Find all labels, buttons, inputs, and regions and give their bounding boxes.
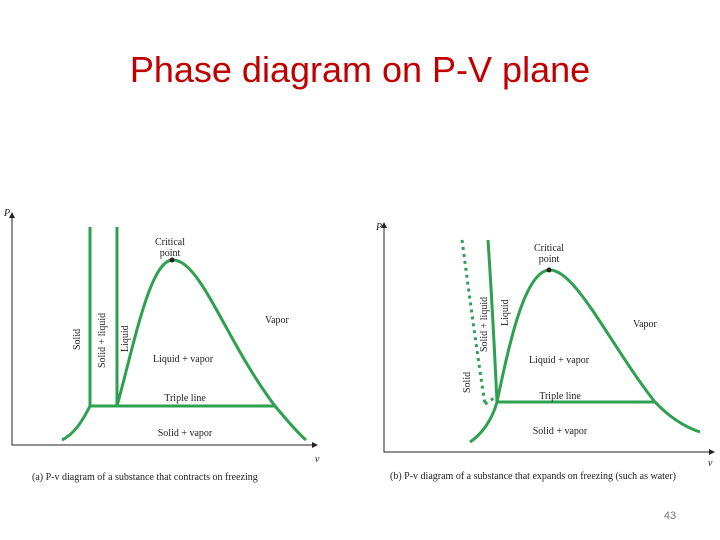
axes: [11, 218, 315, 446]
region-label: Solid + vapor: [533, 426, 588, 437]
sublimation-curve: [61, 405, 92, 442]
caption: (b) P-v diagram of a substance that expa…: [390, 471, 676, 482]
axes: [383, 228, 712, 453]
region-label: Liquid + vapor: [153, 354, 214, 365]
dotted-connector: [484, 394, 498, 406]
dome: [495, 268, 701, 434]
slide-title: Phase diagram on P-V plane: [130, 49, 590, 90]
slide-number: 43: [664, 510, 676, 522]
liquid-line: [486, 239, 499, 403]
critical-label: point: [160, 248, 181, 259]
x-axis-label: v: [708, 458, 713, 469]
region-label: Liquid: [500, 299, 511, 326]
region-label: Vapor: [265, 315, 290, 326]
diagram-b: P v Critical point Vapor Liquid + vapor …: [375, 222, 715, 482]
critical-point: [546, 267, 552, 273]
y-axis-label: P: [375, 222, 382, 233]
region-label: Liquid + vapor: [529, 355, 590, 366]
region-label: Vapor: [633, 319, 658, 330]
caption: (a) P-v diagram of a substance that cont…: [32, 472, 258, 483]
diagram-a: P v Critical point Vapor Liquid + vapor …: [3, 208, 320, 483]
sublimation-curve: [469, 401, 499, 444]
region-label: Liquid: [120, 325, 131, 352]
solid-line-dotted: [460, 239, 487, 405]
region-label: Solid + vapor: [158, 428, 213, 439]
critical-point: [169, 257, 175, 263]
region-label: Solid: [462, 372, 473, 393]
region-label: Solid + liquid: [479, 297, 490, 352]
critical-label: point: [539, 254, 560, 265]
region-label: Triple line: [164, 393, 206, 404]
region-label: Solid + liquid: [97, 313, 108, 368]
y-axis-label: P: [3, 208, 10, 219]
dome: [115, 258, 307, 442]
x-axis-label: v: [315, 454, 320, 465]
critical-label: Critical: [155, 237, 185, 248]
region-label: Triple line: [539, 391, 581, 402]
critical-label: Critical: [534, 243, 564, 254]
region-label: Solid: [72, 329, 83, 350]
